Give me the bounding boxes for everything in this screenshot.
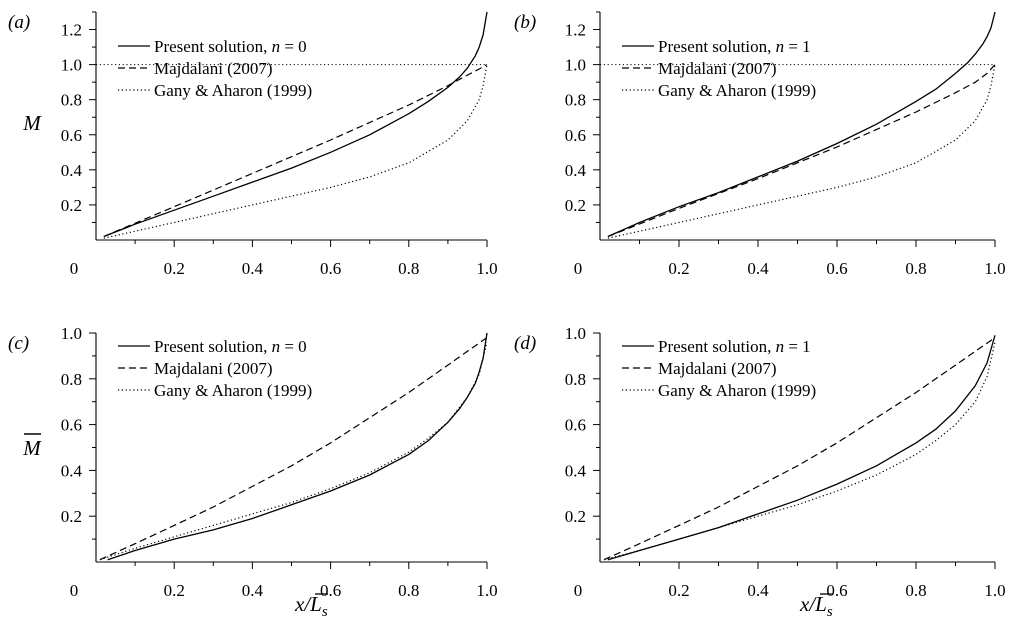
y-tick-label: 1.0 bbox=[61, 56, 82, 75]
y-tick-label: 0.6 bbox=[565, 126, 586, 145]
x-tick-label: 0.4 bbox=[242, 581, 264, 600]
x-tick-label: 0.8 bbox=[398, 259, 419, 278]
legend-label: Majdalani (2007) bbox=[154, 59, 273, 78]
svg-text:x/Ls: x/Ls bbox=[799, 592, 833, 620]
x-tick-label: 0.2 bbox=[668, 581, 689, 600]
x-tick-label: 0.8 bbox=[905, 259, 926, 278]
panel-a: (a) 0 0.2 0.4 0.6 0.8 1.0 0.2 0.4 0.6 0.8 1.0 1.2 Pre… bbox=[8, 11, 498, 278]
x-tick-label: 0.2 bbox=[164, 259, 185, 278]
origin-tick-label: 0 bbox=[70, 581, 79, 600]
y-tick-label: 0.4 bbox=[61, 161, 83, 180]
origin-tick-label: 0 bbox=[574, 581, 583, 600]
y-tick-label: 1.0 bbox=[61, 324, 82, 343]
legend-label: Present solution, n = 1 bbox=[658, 337, 811, 356]
x-axis-label-right-overbar-letter: L bbox=[814, 592, 827, 616]
panel-label: (c) bbox=[8, 333, 29, 354]
legend-label: Majdalani (2007) bbox=[658, 359, 777, 378]
series-line-dotted bbox=[99, 342, 488, 561]
x-tick-label: 0.4 bbox=[747, 259, 769, 278]
x-tick-label: 0.8 bbox=[398, 581, 419, 600]
y-tick-label: 0.6 bbox=[61, 126, 82, 145]
series-line-solid bbox=[107, 332, 488, 561]
y-axis-label-top: M bbox=[22, 111, 42, 135]
y-tick-label: 0.2 bbox=[61, 196, 82, 215]
x-tick-label: 0.4 bbox=[747, 581, 769, 600]
panel-label: (a) bbox=[8, 12, 30, 33]
origin-tick-label: 0 bbox=[70, 259, 79, 278]
x-axis-label-right: x/Ls bbox=[799, 592, 833, 620]
y-tick-label: 1.2 bbox=[565, 21, 586, 40]
x-axis-label-left-sub: s bbox=[322, 604, 328, 620]
legend-label: Present solution, n = 1 bbox=[658, 37, 811, 56]
y-tick-label: 0.4 bbox=[61, 461, 83, 480]
y-tick-label: 0.4 bbox=[565, 461, 587, 480]
x-tick-label: 0.6 bbox=[320, 259, 341, 278]
legend-label: Gany & Aharon (1999) bbox=[658, 381, 816, 400]
x-tick-label: 1.0 bbox=[476, 259, 497, 278]
y-tick-label: 0.6 bbox=[61, 416, 82, 435]
panel-c: (c) 0 0.2 0.4 0.6 0.8 1.0 0.2 0.4 0.6 0.8 1.0 Presen… bbox=[8, 324, 498, 600]
y-tick-label: 0.2 bbox=[61, 507, 82, 526]
series-line-dotted bbox=[603, 342, 996, 561]
x-tick-label: 1.0 bbox=[476, 581, 497, 600]
x-tick-label: 0.6 bbox=[320, 581, 341, 600]
panel-label: (b) bbox=[514, 12, 536, 33]
legend-label: Gany & Aharon (1999) bbox=[154, 381, 312, 400]
y-tick-label: 0.6 bbox=[565, 416, 586, 435]
x-tick-label: 1.0 bbox=[984, 581, 1005, 600]
y-tick-label: 0.8 bbox=[61, 370, 82, 389]
series-line-dotted bbox=[103, 64, 488, 239]
svg-text:x/Ls: x/Ls bbox=[294, 592, 328, 620]
series-line-dashed bbox=[607, 64, 996, 238]
x-tick-label: 0.8 bbox=[905, 581, 926, 600]
legend-label: Gany & Aharon (1999) bbox=[658, 81, 816, 100]
y-tick-label: 0.8 bbox=[61, 91, 82, 110]
y-tick-label: 1.0 bbox=[565, 56, 586, 75]
y-tick-label: 1.2 bbox=[61, 21, 82, 40]
x-axis-label-right-base: x/ bbox=[799, 592, 817, 616]
y-tick-label: 0.2 bbox=[565, 507, 586, 526]
x-tick-label: 0.4 bbox=[242, 259, 264, 278]
x-tick-label: 0.2 bbox=[668, 259, 689, 278]
legend-label: Gany & Aharon (1999) bbox=[154, 81, 312, 100]
x-tick-label: 0.6 bbox=[826, 259, 847, 278]
y-tick-label: 0.2 bbox=[565, 196, 586, 215]
x-axis-label-left-base: x/ bbox=[294, 592, 312, 616]
legend-label: Present solution, n = 0 bbox=[154, 337, 307, 356]
x-axis-label-left: x/Ls bbox=[294, 592, 328, 620]
legend-label: Majdalani (2007) bbox=[658, 59, 777, 78]
panel-d: (d) 0 0.2 0.4 0.6 0.8 1.0 0.2 0.4 0.6 0.8 1.0 Presen… bbox=[514, 324, 1006, 600]
x-axis-label-right-sub: s bbox=[827, 604, 833, 620]
y-tick-label: 0.8 bbox=[565, 91, 586, 110]
panel-b: (b) 0 0.2 0.4 0.6 0.8 1.0 0.2 0.4 0.6 0.8 1.0 1.2 Pre… bbox=[514, 11, 1006, 278]
series-line-dashed bbox=[99, 337, 488, 561]
y-tick-label: 1.0 bbox=[565, 324, 586, 343]
x-axis-label-left-overbar-letter: L bbox=[309, 592, 322, 616]
series-line-dashed bbox=[603, 337, 996, 561]
x-tick-label: 0.2 bbox=[164, 581, 185, 600]
y-tick-label: 0.4 bbox=[565, 161, 587, 180]
series-line-solid bbox=[103, 11, 488, 238]
x-tick-label: 0.6 bbox=[826, 581, 847, 600]
y-tick-label: 0.8 bbox=[565, 370, 586, 389]
panel-label: (d) bbox=[514, 333, 536, 354]
origin-tick-label: 0 bbox=[574, 259, 583, 278]
series-line-dashed bbox=[103, 64, 488, 238]
legend-label: Majdalani (2007) bbox=[154, 359, 273, 378]
series-line-solid bbox=[607, 11, 996, 238]
x-tick-label: 1.0 bbox=[984, 259, 1005, 278]
legend-label: Present solution, n = 0 bbox=[154, 37, 307, 56]
y-axis-label-bottom: M bbox=[22, 436, 42, 460]
